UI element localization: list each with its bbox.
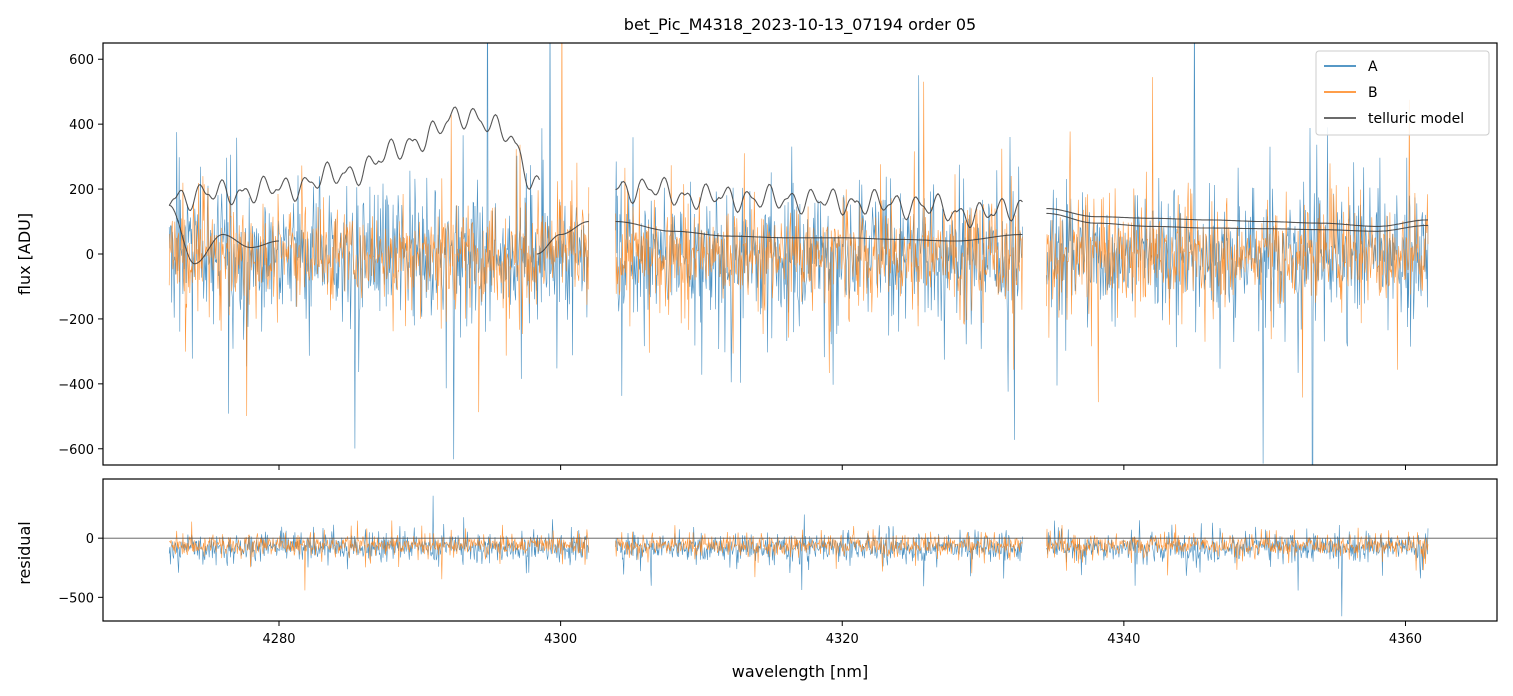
telluric-model-curve <box>615 220 1023 242</box>
legend-box <box>1315 50 1490 136</box>
residual-x-axis: 4280 4300 4320 4340 4360 <box>262 621 1422 647</box>
residual-series-b-line <box>169 520 1429 591</box>
flux-y-tick-label: 400 <box>69 118 94 133</box>
flux-y-tick-label: −600 <box>58 443 94 458</box>
flux-y-axis-title: flux [ADU] <box>15 213 34 295</box>
flux-y-tick-label: 0 <box>86 248 94 263</box>
residual-y-tick-label: −500 <box>58 591 94 606</box>
telluric-model-curve <box>168 106 540 212</box>
x-tick-label: 4360 <box>1389 632 1422 647</box>
legend-label-a: A <box>1368 59 1378 75</box>
x-tick-label: 4280 <box>262 632 295 647</box>
residual-y-axis-title: residual <box>15 521 34 584</box>
telluric-model-curve <box>615 176 1023 228</box>
residual-y-tick-label: 0 <box>86 532 94 547</box>
telluric-model-curve <box>536 220 589 255</box>
flux-y-tick-label: 200 <box>69 183 94 198</box>
telluric-model-curve <box>1046 208 1428 227</box>
residual-panel-frame <box>102 478 1498 622</box>
legend-label-telluric: telluric model <box>1368 111 1464 127</box>
residual-y-axis: −500 0 <box>58 532 103 606</box>
flux-x-axis <box>278 465 1406 470</box>
x-tick-label: 4300 <box>544 632 577 647</box>
x-tick-label: 4340 <box>1107 632 1140 647</box>
flux-series-a-line <box>168 43 1429 465</box>
flux-panel-data <box>168 43 1429 465</box>
legend: A B telluric model <box>1315 50 1490 136</box>
x-tick-label: 4320 <box>826 632 859 647</box>
flux-y-axis: −600 −400 −200 0 200 400 600 <box>58 53 103 458</box>
telluric-model-curve <box>1046 212 1428 232</box>
chart-title: bet_Pic_M4318_2023-10-13_07194 order 05 <box>624 15 976 35</box>
x-axis-title: wavelength [nm] <box>732 662 869 681</box>
flux-y-tick-label: 600 <box>69 53 94 68</box>
telluric-model-curve <box>169 204 279 265</box>
residual-panel-data <box>168 495 1429 617</box>
flux-y-tick-label: −400 <box>58 378 94 393</box>
legend-label-b: B <box>1368 85 1378 101</box>
flux-y-tick-label: −200 <box>58 313 94 328</box>
flux-series-b-line <box>168 43 1429 417</box>
